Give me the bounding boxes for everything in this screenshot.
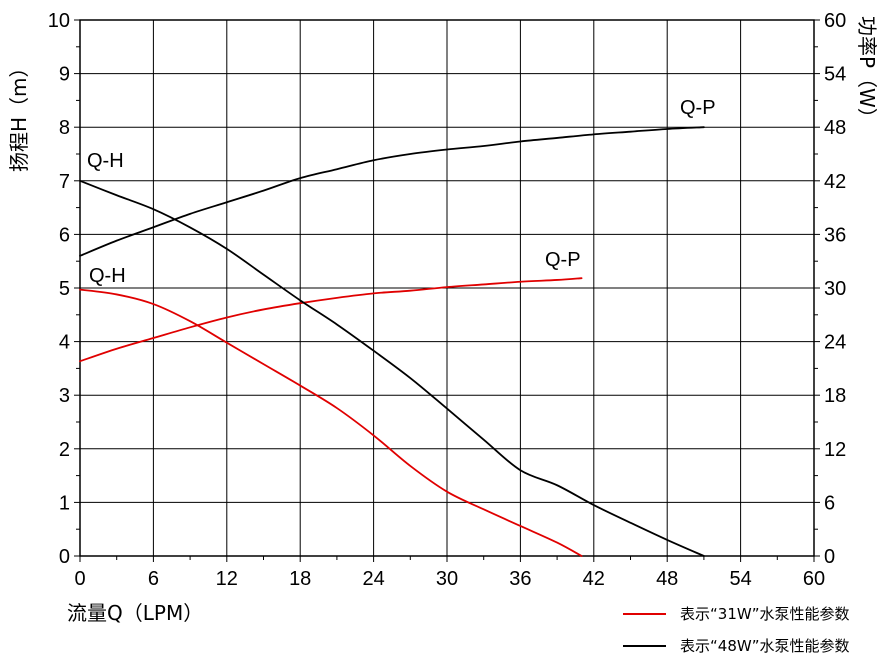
y-right-tick-label: 42 — [824, 171, 846, 193]
curve-label-31w-q-h: Q-H — [89, 265, 126, 287]
x-tick-label: 24 — [362, 568, 384, 590]
x-tick-label: 6 — [148, 568, 159, 590]
y-left-tick-label: 4 — [59, 332, 70, 354]
y-left-tick-label: 7 — [59, 171, 70, 193]
x-tick-label: 48 — [656, 568, 678, 590]
y-left-tick-labels: 0 1 2 3 4 5 6 7 8 9 10 — [48, 10, 70, 568]
y-left-tick-label: 1 — [59, 492, 70, 514]
y-left-tick-label: 8 — [59, 117, 70, 139]
y-right-tick-label: 24 — [824, 332, 846, 354]
curves — [79, 126, 705, 557]
y-right-tick-label: 48 — [824, 117, 846, 139]
y-right-tick-label: 18 — [824, 385, 846, 407]
series-line-48w-q-p — [79, 126, 705, 257]
legend-label-48w: 表示“48W”水泵性能参数 — [680, 637, 849, 655]
series-line-48w-q-h — [79, 179, 705, 557]
y-right-tick-labels: 0 6 12 18 24 30 36 42 48 54 60 — [824, 10, 846, 568]
minor-ticks — [74, 19, 820, 562]
y-left-tick-label: 5 — [59, 278, 70, 300]
y-right-tick-label: 6 — [824, 492, 835, 514]
y-right-tick-label: 0 — [824, 546, 835, 568]
y-left-tick-label: 3 — [59, 385, 70, 407]
x-tick-label: 42 — [583, 568, 605, 590]
x-tick-label: 36 — [509, 568, 531, 590]
y-right-axis-title: 功率P（W） — [855, 16, 879, 128]
x-tick-label: 0 — [74, 568, 85, 590]
x-tick-label: 18 — [289, 568, 311, 590]
x-tick-label: 12 — [216, 568, 238, 590]
y-right-tick-label: 36 — [824, 224, 846, 246]
legend-label-31w: 表示“31W”水泵性能参数 — [680, 605, 849, 623]
y-right-tick-label: 60 — [824, 10, 846, 32]
y-right-tick-label: 30 — [824, 278, 846, 300]
series-line-31w-q-p — [79, 277, 583, 363]
x-tick-label: 54 — [729, 568, 751, 590]
y-right-tick-label: 12 — [824, 439, 846, 461]
curve-label-48w-q-h: Q-H — [87, 150, 124, 172]
curve-label-31w-q-p: Q-P — [545, 249, 581, 271]
series-line-31w-q-h — [79, 288, 583, 557]
y-left-tick-label: 9 — [59, 64, 70, 86]
y-left-tick-label: 10 — [48, 10, 70, 32]
x-axis-title: 流量Q（LPM） — [67, 601, 203, 625]
y-right-tick-label: 54 — [824, 64, 846, 86]
x-tick-labels: 0 6 12 18 24 30 36 42 48 54 60 — [74, 568, 825, 590]
x-tick-label: 30 — [436, 568, 458, 590]
y-left-tick-label: 2 — [59, 439, 70, 461]
y-left-tick-label: 0 — [59, 546, 70, 568]
legend: 表示“31W”水泵性能参数 表示“48W”水泵性能参数 — [623, 605, 849, 655]
y-left-axis-title: 扬程H（m） — [7, 57, 31, 172]
curve-label-48w-q-p: Q-P — [680, 97, 716, 119]
y-left-tick-label: 6 — [59, 224, 70, 246]
x-tick-label: 60 — [803, 568, 825, 590]
